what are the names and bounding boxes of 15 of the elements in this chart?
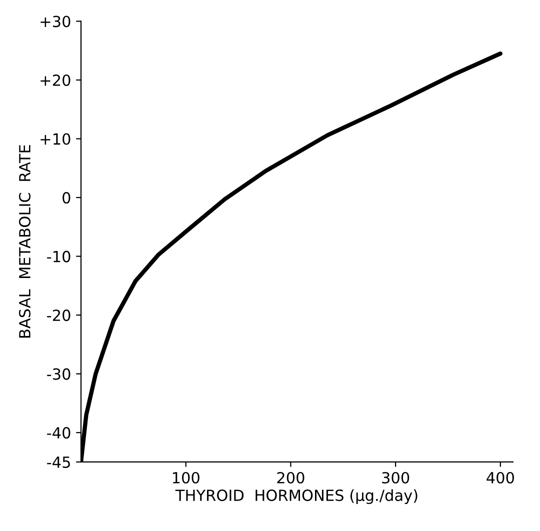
y-tick-label: -40 bbox=[47, 427, 70, 439]
y-tick-label: +20 bbox=[40, 74, 70, 86]
y-tick-label: +10 bbox=[40, 133, 70, 145]
y-tick-label: -30 bbox=[47, 368, 70, 380]
x-tick-label: 400 bbox=[486, 472, 514, 484]
x-axis-title: THYROID HORMONES (µg./day) bbox=[175, 489, 418, 504]
y-tick-label: 0 bbox=[62, 192, 70, 204]
y-tick-label: +30 bbox=[40, 16, 70, 28]
x-tick-label: 100 bbox=[172, 472, 200, 484]
y-tick-label: -20 bbox=[47, 310, 70, 322]
x-tick-label: 200 bbox=[277, 472, 304, 484]
x-tick-label: 300 bbox=[382, 472, 410, 484]
y-axis-title: BASAL METABOLIC RATE bbox=[18, 145, 31, 338]
y-tick-label: -10 bbox=[47, 250, 70, 262]
y-tick-label: -45 bbox=[47, 456, 70, 468]
